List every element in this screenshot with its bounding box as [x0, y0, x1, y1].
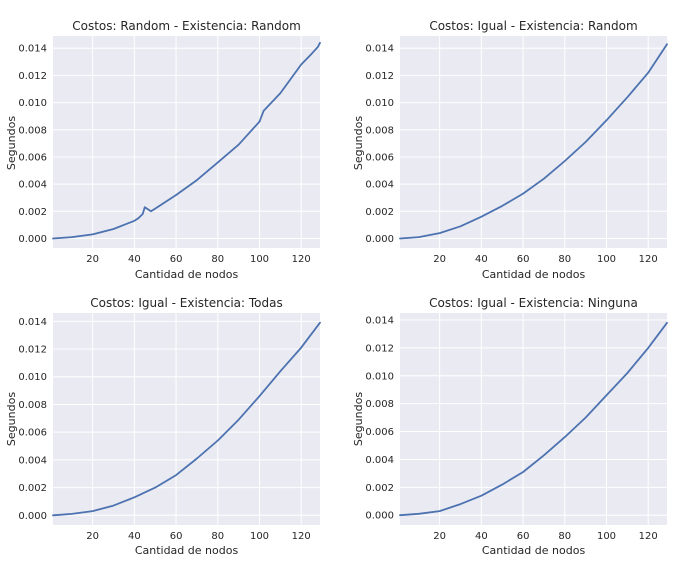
y-tick-label: 0.002: [365, 483, 394, 494]
y-axis-label: Segundos: [352, 116, 365, 170]
y-tick-label: 0.014: [365, 315, 394, 326]
y-axis-label: Segundos: [5, 116, 18, 170]
y-tick-label: 0.000: [365, 234, 394, 245]
y-tick-label: 0.004: [18, 180, 47, 191]
x-tick-label: 20: [86, 531, 99, 542]
x-tick-label: 100: [597, 254, 616, 265]
chart-title: Costos: Random - Existencia: Random: [72, 19, 301, 33]
y-tick-label: 0.008: [365, 125, 394, 136]
y-tick-label: 0.004: [365, 455, 394, 466]
y-tick-label: 0.004: [365, 180, 394, 191]
y-tick-label: 0.008: [18, 125, 47, 136]
series-line: [399, 43, 668, 240]
x-tick-label: 120: [292, 531, 311, 542]
y-tick-label: 0.012: [18, 71, 47, 82]
y-tick-label: 0.000: [365, 511, 394, 522]
chart-title: Costos: Igual - Existencia: Todas: [90, 296, 283, 310]
y-tick-label: 0.014: [365, 44, 394, 55]
series-line: [399, 321, 668, 517]
y-tick-label: 0.000: [18, 234, 47, 245]
y-tick-label: 0.010: [365, 371, 394, 382]
x-tick-label: 120: [639, 254, 658, 265]
x-axis-label: Cantidad de nodos: [482, 268, 586, 281]
x-tick-label: 80: [558, 531, 571, 542]
x-tick-label: 60: [517, 531, 530, 542]
x-tick-label: 60: [170, 254, 183, 265]
y-tick-label: 0.010: [18, 372, 47, 383]
x-tick-label: 20: [433, 531, 446, 542]
plot-area: [400, 36, 667, 248]
x-tick-label: 80: [211, 254, 224, 265]
y-tick-label: 0.004: [18, 455, 47, 466]
y-tick-label: 0.008: [18, 400, 47, 411]
x-tick-label: 40: [128, 254, 141, 265]
subplot-bottom-left: Costos: Igual - Existencia: Todas Cantid…: [5, 296, 321, 557]
y-tick-label: 0.012: [365, 71, 394, 82]
x-tick-label: 80: [211, 531, 224, 542]
y-tick-label: 0.002: [365, 207, 394, 218]
x-tick-label: 100: [250, 531, 269, 542]
y-tick-label: 0.000: [18, 511, 47, 522]
y-tick-label: 0.008: [365, 399, 394, 410]
series-line: [52, 41, 321, 240]
y-tick-label: 0.010: [365, 98, 394, 109]
y-axis-label: Segundos: [352, 392, 365, 446]
y-tick-label: 0.006: [365, 152, 394, 163]
chart-title: Costos: Igual - Existencia: Random: [429, 19, 637, 33]
y-tick-label: 0.010: [18, 98, 47, 109]
y-tick-label: 0.006: [365, 427, 394, 438]
chart-title: Costos: Igual - Existencia: Ninguna: [429, 296, 638, 310]
x-tick-label: 80: [558, 254, 571, 265]
subplot-top-right: Costos: Igual - Existencia: Random Canti…: [352, 19, 668, 281]
y-axis-label: Segundos: [5, 392, 18, 446]
y-tick-label: 0.002: [18, 483, 47, 494]
y-tick-label: 0.006: [18, 428, 47, 439]
subplot-top-left: Costos: Random - Existencia: Random Cant…: [5, 19, 321, 281]
x-tick-label: 20: [433, 254, 446, 265]
x-tick-label: 40: [475, 254, 488, 265]
x-tick-label: 120: [292, 254, 311, 265]
y-tick-label: 0.014: [18, 44, 47, 55]
subplot-bottom-right: Costos: Igual - Existencia: Ninguna Cant…: [352, 296, 668, 557]
series-line: [52, 321, 321, 517]
y-tick-label: 0.002: [18, 207, 47, 218]
x-tick-label: 120: [639, 531, 658, 542]
y-tick-label: 0.012: [365, 343, 394, 354]
x-tick-label: 40: [128, 531, 141, 542]
y-tick-label: 0.014: [18, 317, 47, 328]
x-tick-label: 100: [250, 254, 269, 265]
x-axis-label: Cantidad de nodos: [135, 544, 239, 557]
plot-area: [53, 36, 320, 248]
x-tick-label: 60: [517, 254, 530, 265]
x-tick-label: 100: [597, 531, 616, 542]
x-axis-label: Cantidad de nodos: [482, 544, 586, 557]
x-tick-label: 60: [170, 531, 183, 542]
x-axis-label: Cantidad de nodos: [135, 268, 239, 281]
y-tick-label: 0.012: [18, 345, 47, 356]
x-tick-label: 20: [86, 254, 99, 265]
y-tick-label: 0.006: [18, 152, 47, 163]
plot-area: [53, 313, 320, 525]
x-tick-label: 40: [475, 531, 488, 542]
